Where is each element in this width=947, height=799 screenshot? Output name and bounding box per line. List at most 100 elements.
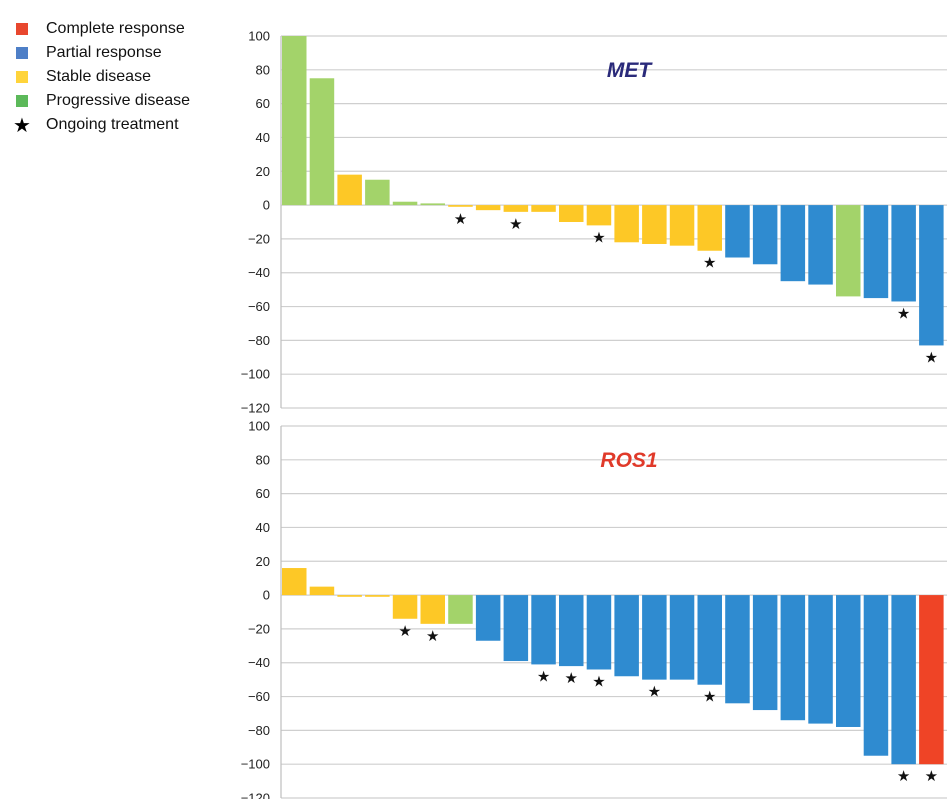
ros1-ongoing-star-icon: ★ bbox=[592, 672, 605, 690]
ros1-bar bbox=[697, 595, 722, 685]
star-icon: ★ bbox=[13, 113, 31, 137]
legend-item-progressive-disease: Progressive disease bbox=[10, 89, 190, 113]
ros1-bar bbox=[642, 595, 667, 680]
ros1-bar bbox=[392, 595, 418, 619]
ros1-y-tick-label: 80 bbox=[256, 452, 270, 467]
met-chart-title: MET bbox=[607, 59, 654, 82]
met-bar bbox=[392, 201, 418, 206]
ros1-bar bbox=[420, 595, 445, 624]
ros1-ongoing-star-icon: ★ bbox=[897, 767, 910, 785]
met-y-tick-label: 0 bbox=[263, 198, 270, 213]
legend: Complete response Partial response Stabl… bbox=[10, 17, 190, 137]
ros1-bar bbox=[531, 595, 556, 665]
ros1-bar bbox=[475, 595, 501, 641]
ros1-ongoing-star-icon: ★ bbox=[703, 688, 716, 706]
met-bar bbox=[614, 205, 639, 243]
met-bar bbox=[309, 78, 335, 206]
ros1-ongoing-star-icon: ★ bbox=[648, 683, 661, 701]
ros1-bar bbox=[863, 595, 889, 756]
met-y-tick-label: −120 bbox=[241, 401, 270, 416]
legend-item-complete-response: Complete response bbox=[10, 17, 190, 41]
legend-label: Stable disease bbox=[46, 68, 151, 85]
legend-swatch-progressive-disease bbox=[16, 95, 28, 107]
ros1-y-tick-label: −40 bbox=[248, 655, 270, 670]
met-bar bbox=[780, 205, 806, 282]
ros1-ongoing-star-icon: ★ bbox=[537, 667, 550, 685]
met-bar bbox=[669, 205, 695, 246]
ros1-y-tick-label: −80 bbox=[248, 723, 270, 738]
met-y-tick-label: 100 bbox=[248, 29, 270, 44]
ros1-bar bbox=[559, 595, 584, 667]
met-bar bbox=[863, 205, 889, 299]
met-bar bbox=[420, 203, 445, 206]
ros1-y-tick-label: 40 bbox=[256, 520, 270, 535]
met-y-tick-label: −80 bbox=[248, 333, 270, 348]
ros1-bar bbox=[448, 595, 473, 624]
met-bar bbox=[725, 205, 750, 258]
met-y-tick-label: 80 bbox=[256, 62, 270, 77]
ros1-ongoing-star-icon: ★ bbox=[565, 669, 578, 687]
ros1-bar bbox=[780, 595, 806, 721]
legend-swatch-partial-response bbox=[16, 47, 28, 59]
met-ongoing-star-icon: ★ bbox=[897, 304, 910, 322]
met-bar bbox=[752, 205, 778, 265]
met-y-tick-label: −60 bbox=[248, 299, 270, 314]
ros1-bar bbox=[669, 595, 695, 680]
ros1-y-tick-label: 0 bbox=[263, 588, 270, 603]
legend-label: Ongoing treatment bbox=[46, 116, 179, 133]
met-bar bbox=[836, 205, 861, 297]
legend-swatch-stable-disease bbox=[16, 71, 28, 83]
ros1-bar bbox=[836, 595, 861, 727]
ros1-bar bbox=[586, 595, 612, 670]
ros1-bar bbox=[808, 595, 833, 724]
ros1-bar bbox=[891, 595, 916, 765]
met-bar bbox=[559, 205, 584, 222]
ros1-bar bbox=[503, 595, 529, 662]
met-y-tick-label: 20 bbox=[256, 164, 270, 179]
ros1-y-tick-label: 20 bbox=[256, 554, 270, 569]
legend-item-stable-disease: Stable disease bbox=[10, 65, 190, 89]
met-y-tick-label: −20 bbox=[248, 231, 270, 246]
ros1-bar bbox=[337, 595, 362, 597]
met-bar bbox=[448, 205, 473, 207]
ros1-bar bbox=[752, 595, 778, 711]
met-y-tick-label: −100 bbox=[241, 367, 270, 382]
met-bar bbox=[531, 205, 556, 212]
met-y-tick-label: 60 bbox=[256, 96, 270, 111]
met-bar bbox=[365, 179, 390, 206]
ros1-y-tick-label: −60 bbox=[248, 689, 270, 704]
legend-swatch-complete-response bbox=[16, 23, 28, 35]
met-bar bbox=[475, 205, 501, 211]
ros1-chart-title: ROS1 bbox=[600, 449, 657, 472]
met-bar bbox=[697, 205, 722, 251]
met-bar bbox=[919, 205, 944, 346]
legend-item-partial-response: Partial response bbox=[10, 41, 190, 65]
ros1-bar bbox=[365, 595, 390, 597]
ros1-bar bbox=[614, 595, 639, 677]
ros1-ongoing-star-icon: ★ bbox=[398, 622, 411, 640]
ros1-bar bbox=[725, 595, 750, 704]
met-ongoing-star-icon: ★ bbox=[592, 228, 605, 246]
ros1-y-tick-label: −100 bbox=[241, 757, 270, 772]
met-bar bbox=[808, 205, 833, 285]
met-ongoing-star-icon: ★ bbox=[509, 215, 522, 233]
legend-label: Complete response bbox=[46, 20, 185, 37]
ros1-bar bbox=[309, 586, 335, 596]
met-bar bbox=[337, 174, 362, 206]
ros1-y-tick-label: −20 bbox=[248, 621, 270, 636]
legend-label: Progressive disease bbox=[46, 92, 191, 109]
ros1-bar bbox=[282, 568, 307, 596]
met-bar bbox=[891, 205, 916, 302]
met-bar bbox=[642, 205, 667, 244]
met-y-tick-label: −40 bbox=[248, 265, 270, 280]
met-ongoing-star-icon: ★ bbox=[925, 348, 938, 366]
ros1-ongoing-star-icon: ★ bbox=[426, 627, 439, 645]
met-bar bbox=[282, 36, 307, 206]
ros1-y-tick-label: −120 bbox=[241, 791, 270, 799]
legend-label: Partial response bbox=[46, 44, 162, 61]
ros1-y-tick-label: 60 bbox=[256, 486, 270, 501]
met-y-tick-label: 40 bbox=[256, 130, 270, 145]
ros1-y-tick-label: 100 bbox=[248, 419, 270, 434]
met-bar bbox=[586, 205, 612, 226]
